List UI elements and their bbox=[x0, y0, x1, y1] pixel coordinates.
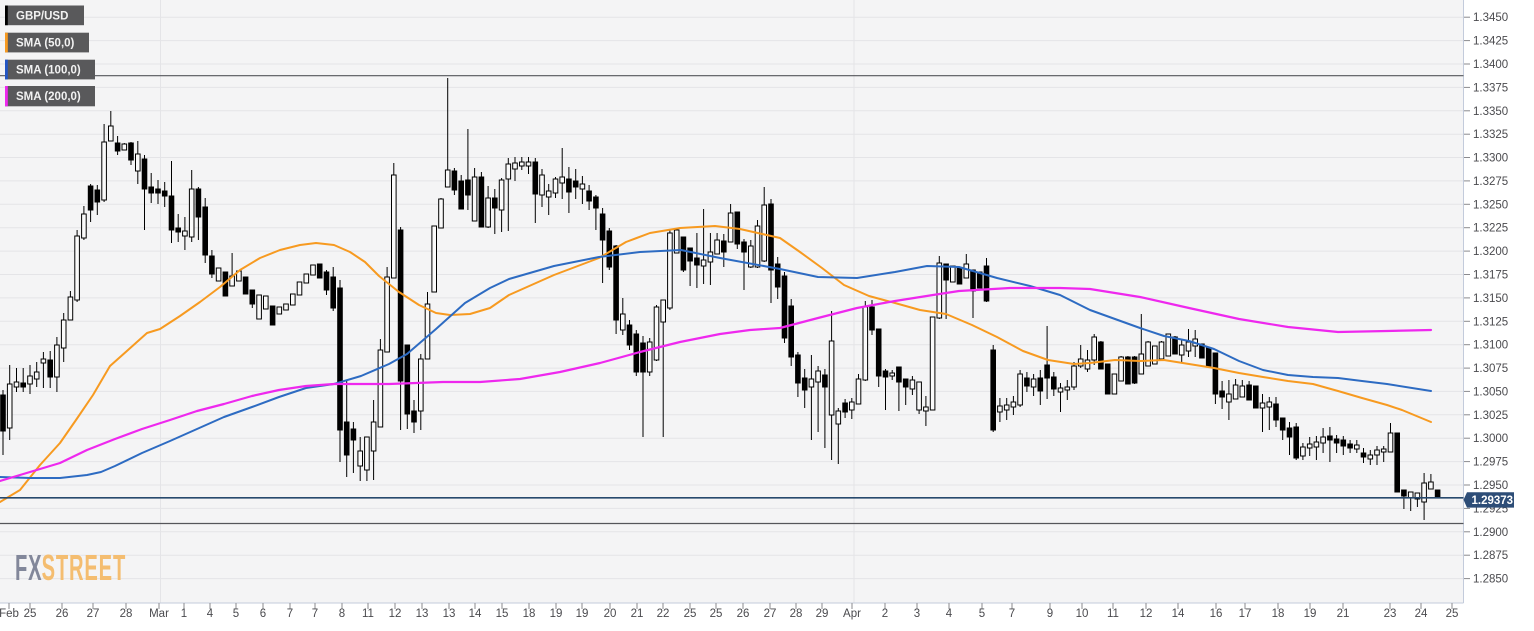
svg-text:1.3125: 1.3125 bbox=[1473, 316, 1508, 328]
svg-text:1.29373: 1.29373 bbox=[1472, 495, 1514, 507]
svg-text:11: 11 bbox=[1107, 608, 1119, 620]
svg-text:1.3250: 1.3250 bbox=[1473, 199, 1508, 211]
svg-text:14: 14 bbox=[469, 608, 482, 620]
svg-text:8: 8 bbox=[339, 608, 345, 620]
svg-text:7: 7 bbox=[312, 608, 318, 620]
svg-text:1.3425: 1.3425 bbox=[1473, 36, 1508, 48]
svg-text:SMA (50,0): SMA (50,0) bbox=[16, 38, 75, 50]
svg-text:11: 11 bbox=[362, 608, 374, 620]
svg-text:26: 26 bbox=[56, 608, 69, 620]
svg-text:Feb: Feb bbox=[0, 608, 19, 620]
svg-text:GBP/USD: GBP/USD bbox=[16, 10, 68, 22]
svg-text:1.3275: 1.3275 bbox=[1473, 176, 1508, 188]
svg-text:STREET: STREET bbox=[42, 549, 127, 588]
svg-text:1.3450: 1.3450 bbox=[1473, 12, 1508, 24]
svg-text:FX: FX bbox=[15, 549, 42, 588]
svg-text:1.3150: 1.3150 bbox=[1473, 293, 1508, 305]
svg-text:25: 25 bbox=[1446, 608, 1459, 620]
svg-text:1.3400: 1.3400 bbox=[1473, 59, 1508, 71]
svg-text:1.2900: 1.2900 bbox=[1473, 527, 1508, 539]
svg-text:1.3300: 1.3300 bbox=[1473, 153, 1508, 165]
svg-text:1.3350: 1.3350 bbox=[1473, 106, 1508, 118]
svg-text:18: 18 bbox=[523, 608, 536, 620]
svg-text:2: 2 bbox=[882, 608, 888, 620]
svg-text:1.3375: 1.3375 bbox=[1473, 82, 1508, 94]
svg-text:20: 20 bbox=[604, 608, 617, 620]
svg-text:1.2875: 1.2875 bbox=[1473, 550, 1508, 562]
svg-text:29: 29 bbox=[816, 608, 829, 620]
svg-text:24: 24 bbox=[1415, 608, 1428, 620]
svg-text:19: 19 bbox=[576, 608, 589, 620]
svg-text:1.3100: 1.3100 bbox=[1473, 340, 1508, 352]
svg-text:1.3325: 1.3325 bbox=[1473, 129, 1508, 141]
svg-text:19: 19 bbox=[550, 608, 563, 620]
svg-text:25: 25 bbox=[24, 608, 37, 620]
svg-text:SMA (100,0): SMA (100,0) bbox=[16, 65, 81, 77]
svg-text:1.3225: 1.3225 bbox=[1473, 223, 1508, 235]
svg-text:13: 13 bbox=[443, 608, 456, 620]
svg-text:6: 6 bbox=[260, 608, 266, 620]
svg-text:23: 23 bbox=[1384, 608, 1397, 620]
svg-text:10: 10 bbox=[1076, 608, 1089, 620]
svg-text:4: 4 bbox=[946, 608, 953, 620]
svg-text:22: 22 bbox=[657, 608, 670, 620]
svg-text:21: 21 bbox=[631, 608, 644, 620]
svg-text:Mar: Mar bbox=[149, 608, 169, 620]
svg-text:16: 16 bbox=[1210, 608, 1223, 620]
svg-text:7: 7 bbox=[1009, 608, 1015, 620]
svg-text:27: 27 bbox=[87, 608, 100, 620]
svg-text:14: 14 bbox=[1172, 608, 1185, 620]
svg-text:5: 5 bbox=[979, 608, 985, 620]
svg-text:1.3200: 1.3200 bbox=[1473, 246, 1508, 258]
svg-text:25: 25 bbox=[710, 608, 723, 620]
svg-text:25: 25 bbox=[684, 608, 697, 620]
svg-text:12: 12 bbox=[1140, 608, 1153, 620]
svg-text:26: 26 bbox=[737, 608, 750, 620]
svg-text:17: 17 bbox=[1239, 608, 1252, 620]
svg-text:12: 12 bbox=[389, 608, 402, 620]
svg-text:21: 21 bbox=[1337, 608, 1350, 620]
svg-text:15: 15 bbox=[496, 608, 509, 620]
svg-text:7: 7 bbox=[287, 608, 293, 620]
svg-text:1.3025: 1.3025 bbox=[1473, 410, 1508, 422]
svg-text:1: 1 bbox=[181, 608, 187, 620]
svg-text:1.2850: 1.2850 bbox=[1473, 574, 1508, 586]
svg-text:13: 13 bbox=[416, 608, 429, 620]
svg-text:1.3050: 1.3050 bbox=[1473, 386, 1508, 398]
svg-text:5: 5 bbox=[233, 608, 239, 620]
svg-text:SMA (200,0): SMA (200,0) bbox=[16, 91, 81, 103]
svg-text:1.2950: 1.2950 bbox=[1473, 480, 1508, 492]
svg-text:18: 18 bbox=[1272, 608, 1285, 620]
svg-text:3: 3 bbox=[914, 608, 920, 620]
svg-text:9: 9 bbox=[1047, 608, 1053, 620]
svg-text:1.3000: 1.3000 bbox=[1473, 433, 1508, 445]
svg-text:27: 27 bbox=[764, 608, 777, 620]
svg-text:28: 28 bbox=[790, 608, 803, 620]
svg-text:1.3075: 1.3075 bbox=[1473, 363, 1508, 375]
svg-text:1.3175: 1.3175 bbox=[1473, 270, 1508, 282]
svg-text:1.2975: 1.2975 bbox=[1473, 457, 1508, 469]
svg-text:28: 28 bbox=[120, 608, 133, 620]
svg-text:19: 19 bbox=[1304, 608, 1317, 620]
svg-text:4: 4 bbox=[207, 608, 214, 620]
svg-text:Apr: Apr bbox=[843, 608, 861, 620]
